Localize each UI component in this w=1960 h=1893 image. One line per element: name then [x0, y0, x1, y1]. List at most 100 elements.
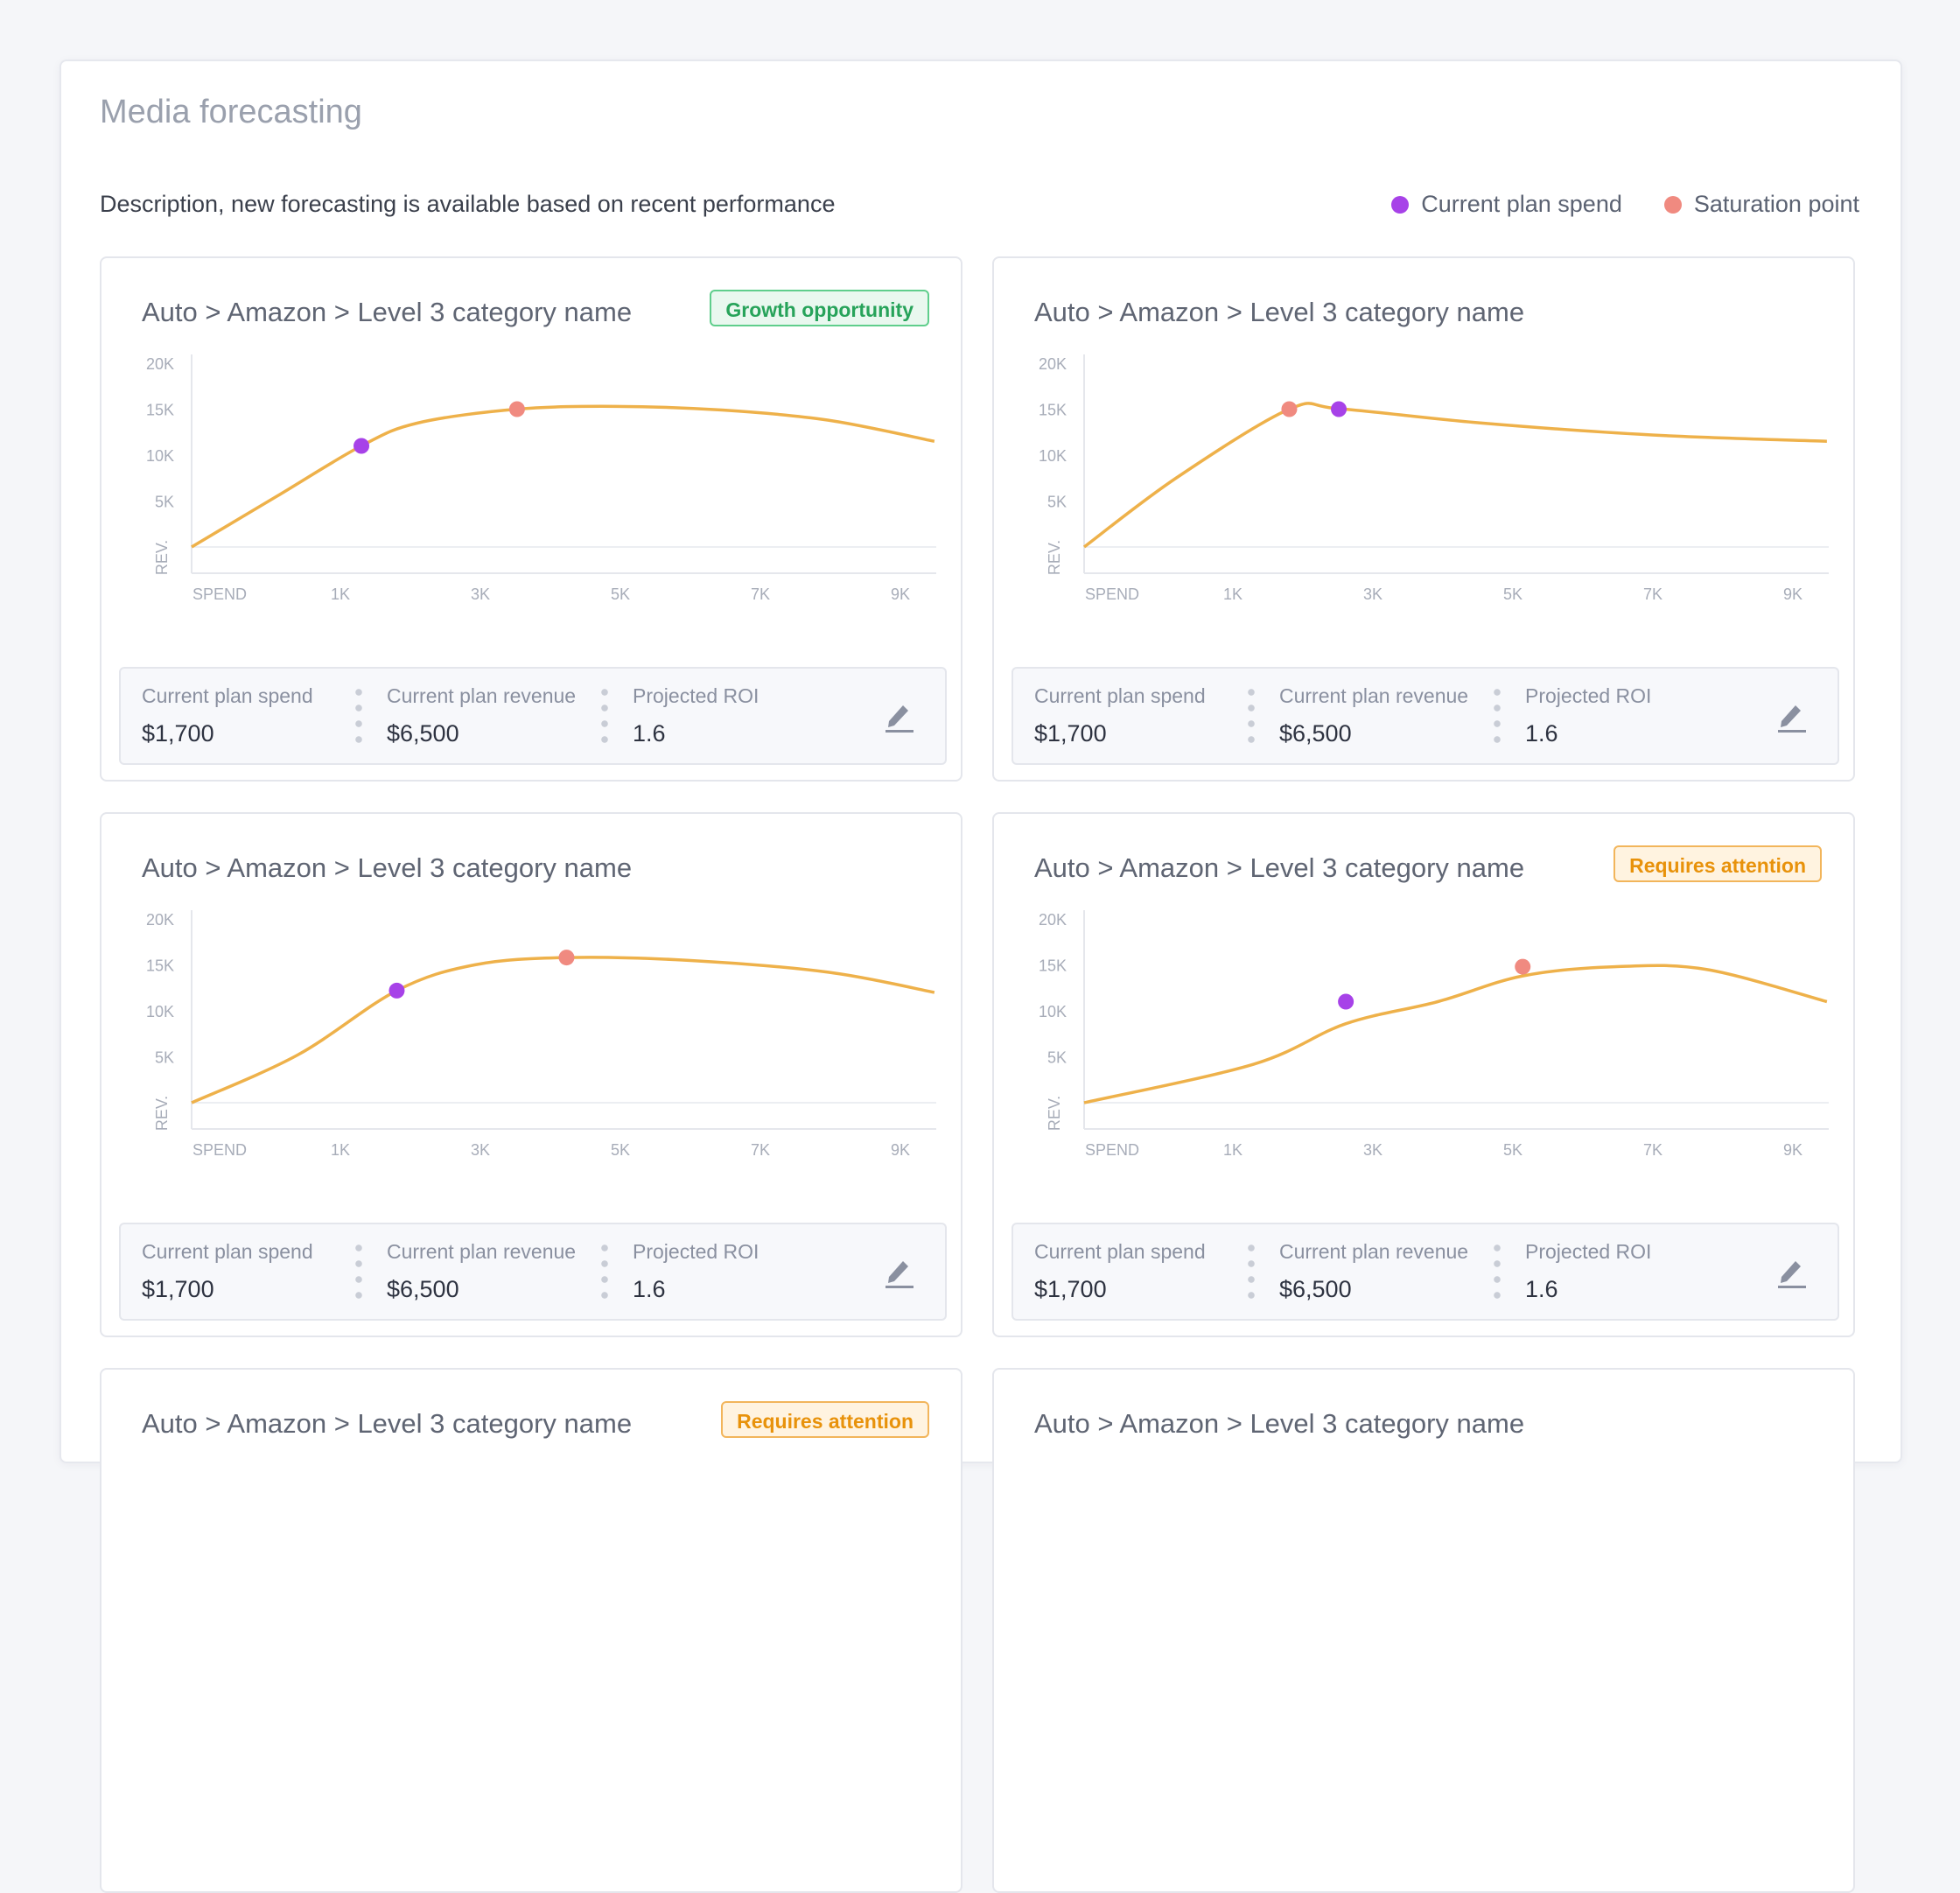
legend-label: Current plan spend: [1421, 191, 1622, 217]
revenue-curve: [1082, 402, 1827, 549]
stat-label: Projected ROI: [1525, 1240, 1652, 1263]
stat-separator: [601, 684, 608, 751]
stat-item: Current plan revenue $6,500: [1279, 1240, 1468, 1303]
chart-svg: 20K 15K 10K 5K REV. SPEND 1K 3K 5K 7K 9K: [1039, 354, 1829, 603]
stat-item: Current plan spend $1,700: [142, 684, 313, 747]
x-tick-label: SPEND: [192, 585, 247, 603]
stat-item: Projected ROI 1.6: [633, 1240, 759, 1303]
status-badge: Growth opportunity: [710, 290, 929, 326]
x-tick-label: 1K: [331, 585, 350, 603]
y-tick-label: 20K: [146, 911, 174, 929]
x-tick-label: 3K: [471, 1141, 490, 1159]
stat-item: Current plan spend $1,700: [1034, 684, 1206, 747]
legend-label: Saturation point: [1693, 191, 1859, 217]
stat-separator: [1494, 684, 1501, 751]
pencil-icon: [1778, 705, 1806, 733]
stat-label: Projected ROI: [1525, 684, 1652, 707]
status-badge: Requires attention: [721, 1401, 929, 1438]
x-tick-label: 9K: [891, 585, 910, 603]
stat-item: Projected ROI 1.6: [1525, 684, 1651, 747]
y-axis-label: REV.: [153, 540, 171, 575]
y-tick-label: 15K: [1039, 957, 1067, 975]
stat-value: 1.6: [1525, 1276, 1558, 1302]
x-tick-label: 1K: [1223, 1141, 1242, 1159]
y-tick-label: 15K: [146, 957, 174, 975]
stat-label: Projected ROI: [633, 684, 760, 707]
x-tick-label: 9K: [891, 1141, 910, 1159]
pencil-icon: [886, 1261, 914, 1288]
x-tick-label: 3K: [1363, 585, 1382, 603]
y-tick-label: 15K: [1039, 402, 1067, 419]
forecast-card: Auto > Amazon > Level 3 category name 20K…: [992, 256, 1855, 782]
y-tick-label: 5K: [155, 494, 174, 511]
card-title: Auto > Amazon > Level 3 category name: [142, 1408, 633, 1439]
stat-value: $6,500: [1279, 720, 1352, 747]
card-title: Auto > Amazon > Level 3 category name: [1034, 852, 1525, 883]
stat-label: Current plan spend: [1034, 1240, 1206, 1263]
revenue-curve: [191, 404, 935, 549]
chart-legend: Current plan spend Saturation point: [1391, 191, 1859, 218]
y-tick-label: 10K: [1039, 447, 1067, 465]
stat-item: Current plan revenue $6,500: [387, 1240, 576, 1303]
stats-bar: Current plan spend $1,700 Current plan rev…: [1012, 1223, 1839, 1321]
status-badge: Requires attention: [1614, 845, 1822, 882]
stat-label: Current plan spend: [142, 684, 313, 707]
forecast-card: Auto > Amazon > Level 3 category name Req…: [100, 1368, 962, 1893]
x-tick-label: 7K: [1643, 585, 1662, 603]
forecast-chart: 20K 15K 10K 5K REV. SPEND 1K 3K 5K 7K 9K: [994, 354, 1857, 643]
legend-current-plan-spend: Current plan spend: [1391, 191, 1622, 218]
stat-separator: [1494, 1240, 1501, 1307]
edit-button[interactable]: [1776, 1254, 1808, 1289]
stat-label: Current plan revenue: [387, 1240, 577, 1263]
stat-item: Current plan revenue $6,500: [1279, 684, 1468, 747]
y-axis-label: REV.: [153, 1096, 171, 1131]
revenue-curve: [191, 956, 935, 1104]
pencil-icon: [1778, 1261, 1806, 1288]
forecast-card: Auto > Amazon > Level 3 category name: [992, 1368, 1855, 1893]
stat-label: Current plan spend: [1034, 684, 1206, 707]
stat-value: 1.6: [633, 1276, 666, 1302]
stat-value: $6,500: [387, 720, 459, 747]
legend-saturation-point: Saturation point: [1663, 191, 1859, 218]
stat-label: Projected ROI: [633, 1240, 760, 1263]
x-tick-label: 3K: [1363, 1141, 1382, 1159]
card-title: Auto > Amazon > Level 3 category name: [142, 852, 633, 883]
y-tick-label: 5K: [155, 1049, 174, 1067]
stat-item: Projected ROI 1.6: [633, 684, 759, 747]
stats-bar: Current plan spend $1,700 Current plan rev…: [119, 1223, 947, 1321]
edit-button[interactable]: [884, 698, 915, 733]
chart-svg: 20K 15K 10K 5K REV. SPEND 1K 3K 5K 7K 9K: [1039, 910, 1829, 1159]
stat-label: Current plan revenue: [387, 684, 577, 707]
saturation-point-dot-icon: [1663, 195, 1682, 214]
stat-separator: [1248, 684, 1255, 751]
y-tick-label: 15K: [146, 402, 174, 419]
y-tick-label: 10K: [146, 447, 174, 465]
page-title: Media forecasting: [100, 94, 362, 130]
x-tick-label: 1K: [331, 1141, 350, 1159]
chart-svg: 20K 15K 10K 5K REV. SPEND 1K 3K 5K 7K 9K: [146, 910, 936, 1159]
current-plan-spend-dot-icon: [1391, 195, 1410, 214]
stat-item: Projected ROI 1.6: [1525, 1240, 1651, 1303]
y-tick-label: 20K: [1039, 911, 1067, 929]
stat-label: Current plan revenue: [1279, 1240, 1469, 1263]
y-tick-label: 5K: [1047, 1049, 1067, 1067]
forecast-chart: 20K 15K 10K 5K REV. SPEND 1K 3K 5K 7K 9K: [102, 910, 964, 1199]
stat-item: Current plan spend $1,700: [1034, 1240, 1206, 1303]
stat-label: Current plan spend: [142, 1240, 313, 1263]
saturation-point-marker: [508, 401, 525, 417]
current-plan-spend-marker: [388, 982, 405, 999]
x-tick-label: 5K: [1503, 1141, 1522, 1159]
current-plan-spend-marker: [354, 438, 370, 454]
revenue-curve: [1083, 964, 1828, 1104]
x-tick-label: 5K: [611, 585, 630, 603]
stat-item: Current plan spend $1,700: [142, 1240, 313, 1303]
forecast-chart: 20K 15K 10K 5K REV. SPEND 1K 3K 5K 7K 9K: [994, 910, 1857, 1199]
card-title: Auto > Amazon > Level 3 category name: [1034, 297, 1525, 327]
edit-button[interactable]: [1776, 698, 1808, 733]
saturation-point-marker: [558, 950, 575, 966]
card-title: Auto > Amazon > Level 3 category name: [142, 297, 633, 327]
y-tick-label: 20K: [146, 355, 174, 373]
stats-bar: Current plan spend $1,700 Current plan rev…: [1012, 667, 1839, 765]
y-tick-label: 5K: [1047, 494, 1067, 511]
edit-button[interactable]: [884, 1254, 915, 1289]
